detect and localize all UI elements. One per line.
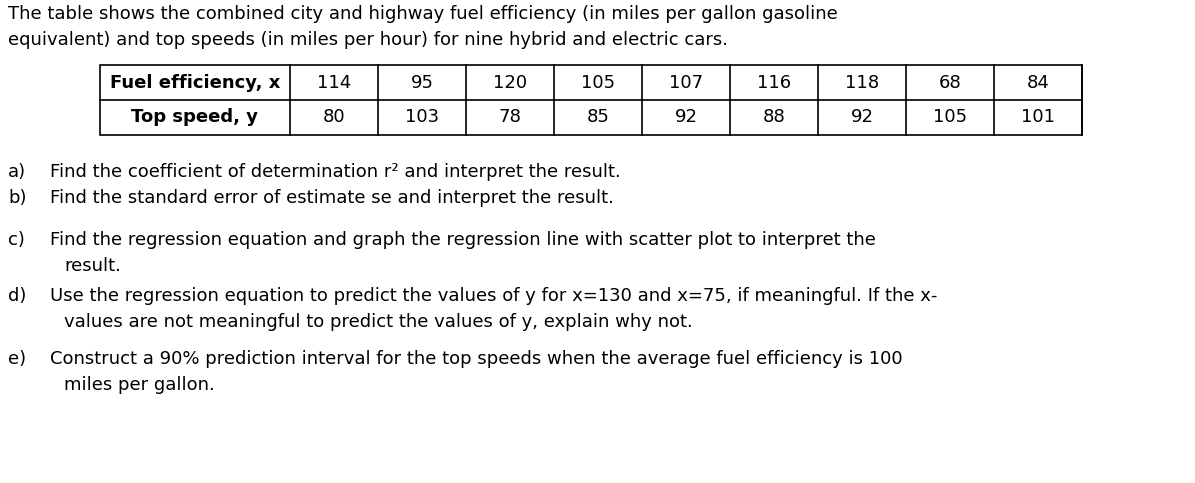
Text: c): c)	[8, 231, 25, 249]
Text: 105: 105	[581, 73, 615, 91]
Text: 88: 88	[762, 109, 785, 127]
Text: 85: 85	[587, 109, 609, 127]
Text: 68: 68	[938, 73, 961, 91]
Text: Find the standard error of estimate se and interpret the result.: Find the standard error of estimate se a…	[50, 189, 614, 207]
Text: result.: result.	[65, 257, 121, 275]
Text: 114: 114	[317, 73, 351, 91]
Text: The table shows the combined city and highway fuel efficiency (in miles per gall: The table shows the combined city and hi…	[8, 5, 838, 23]
Text: 101: 101	[1021, 109, 1055, 127]
Text: Find the regression equation and graph the regression line with scatter plot to : Find the regression equation and graph t…	[50, 231, 876, 249]
Text: 78: 78	[498, 109, 521, 127]
Text: equivalent) and top speeds (in miles per hour) for nine hybrid and electric cars: equivalent) and top speeds (in miles per…	[8, 31, 728, 49]
Text: 116: 116	[756, 73, 791, 91]
Text: Construct a 90% prediction interval for the top speeds when the average fuel eff: Construct a 90% prediction interval for …	[50, 350, 902, 368]
Bar	[100, 65, 1081, 135]
Text: 105: 105	[933, 109, 967, 127]
Text: 103: 103	[405, 109, 439, 127]
Text: d): d)	[8, 287, 26, 305]
Text: values are not meaningful to predict the values of y, explain why not.: values are not meaningful to predict the…	[65, 313, 693, 331]
Text: 92: 92	[851, 109, 874, 127]
Text: Fuel efficiency, x: Fuel efficiency, x	[110, 73, 280, 91]
Text: 118: 118	[845, 73, 880, 91]
Text: e): e)	[8, 350, 26, 368]
Text: miles per gallon.: miles per gallon.	[65, 376, 215, 394]
Text: 84: 84	[1027, 73, 1049, 91]
Text: 95: 95	[411, 73, 434, 91]
Text: b): b)	[8, 189, 26, 207]
Text: 120: 120	[492, 73, 527, 91]
Text: 80: 80	[323, 109, 345, 127]
Text: Top speed, y: Top speed, y	[131, 109, 258, 127]
Text: Find the coefficient of determination r² and interpret the result.: Find the coefficient of determination r²…	[50, 163, 620, 181]
Text: Use the regression equation to predict the values of y for x=130 and x=75, if me: Use the regression equation to predict t…	[50, 287, 937, 305]
Text: a): a)	[8, 163, 26, 181]
Text: 107: 107	[669, 73, 703, 91]
Text: 92: 92	[674, 109, 698, 127]
